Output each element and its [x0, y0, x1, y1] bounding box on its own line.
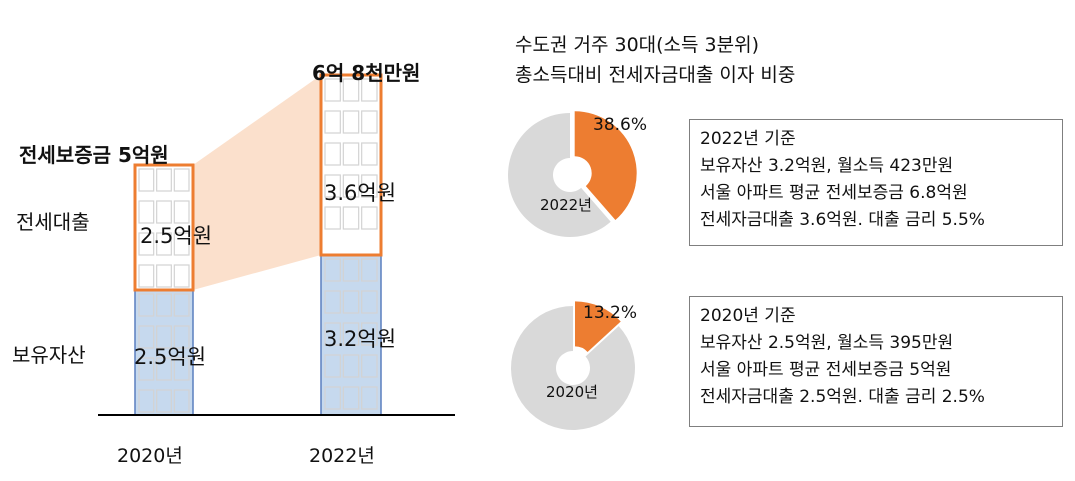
window-mark	[361, 110, 378, 134]
window-mark	[342, 174, 360, 198]
window-mark	[324, 354, 341, 378]
data-label-asset-2022: 3.2억원	[324, 327, 397, 351]
window-mark	[138, 200, 155, 224]
chart-title-line2: 총소득대비 전세자금대출 이자 비중	[515, 64, 796, 86]
window-mark	[138, 264, 155, 288]
info-line: 전세자금대출 2.5억원. 대출 금리 2.5%	[700, 387, 985, 407]
window-mark	[361, 290, 378, 314]
window-mark	[324, 386, 341, 410]
donut-value-label-2022: 38.6%	[593, 115, 648, 135]
window-mark	[138, 293, 155, 317]
window-mark	[173, 325, 190, 349]
window-mark	[342, 258, 360, 282]
window-mark	[361, 386, 378, 410]
window-mark	[173, 200, 190, 224]
info-line: 2022년 기준	[700, 129, 796, 149]
info-line: 2020년 기준	[700, 306, 796, 326]
window-mark	[342, 78, 360, 102]
window-mark	[156, 200, 172, 224]
window-mark	[324, 142, 341, 166]
window-mark	[156, 325, 172, 349]
window-mark	[361, 354, 378, 378]
window-mark	[138, 389, 155, 413]
info-line: 보유자산 2.5억원, 월소득 395만원	[700, 333, 954, 353]
total-label-2020: 전세보증금 5억원	[19, 143, 169, 167]
info-line: 보유자산 3.2억원, 월소득 423만원	[700, 156, 954, 176]
window-mark	[342, 290, 360, 314]
window-mark	[361, 174, 378, 198]
info-box-2022: 2022년 기준 보유자산 3.2억원, 월소득 423만원 서울 아파트 평균…	[689, 119, 1063, 246]
window-mark	[324, 206, 341, 230]
window-mark	[156, 389, 172, 413]
donut-rest-slice-2020년	[511, 306, 636, 430]
x-tick-2020: 2020년	[117, 445, 183, 467]
info-box-2020: 2020년 기준 보유자산 2.5억원, 월소득 395만원 서울 아파트 평균…	[689, 296, 1063, 427]
donut-highlight-slice-2020년	[575, 301, 621, 352]
chart-title-line1: 수도권 거주 30대(소득 3분위)	[515, 34, 760, 56]
window-mark	[138, 232, 155, 256]
info-line: 전세자금대출 3.6억원. 대출 금리 5.5%	[700, 210, 985, 230]
window-mark	[173, 389, 190, 413]
info-line: 서울 아파트 평균 전세보증금 5억원	[700, 360, 952, 380]
window-mark	[138, 168, 155, 192]
connector-funnel	[193, 75, 321, 290]
window-mark	[342, 206, 360, 230]
window-mark	[361, 142, 378, 166]
window-mark	[324, 322, 341, 346]
window-mark	[342, 142, 360, 166]
window-mark	[324, 78, 341, 102]
window-mark	[173, 357, 190, 381]
donut-year-label-2022: 2022년	[540, 196, 592, 214]
info-line: 서울 아파트 평균 전세보증금 6.8억원	[700, 183, 968, 203]
legend-label-loan: 전세대출	[16, 210, 90, 234]
window-mark	[173, 232, 190, 256]
total-label-2022: 6억 8천만원	[312, 61, 421, 85]
window-mark	[342, 110, 360, 134]
donut-rest-slice-2022년	[507, 113, 611, 237]
data-label-loan-2022: 3.6억원	[324, 181, 397, 205]
window-mark	[324, 290, 341, 314]
window-mark	[324, 110, 341, 134]
window-mark	[173, 168, 190, 192]
window-mark	[156, 357, 172, 381]
window-mark	[342, 354, 360, 378]
window-mark	[324, 258, 341, 282]
window-mark	[342, 322, 360, 346]
window-mark	[156, 264, 172, 288]
data-label-loan-2020: 2.5억원	[140, 224, 213, 248]
window-mark	[156, 293, 172, 317]
window-mark	[361, 322, 378, 346]
window-mark	[156, 232, 172, 256]
donut-highlight-slice-2022년	[574, 111, 637, 221]
window-mark	[361, 258, 378, 282]
data-label-asset-2020: 2.5억원	[134, 345, 207, 369]
window-mark	[173, 293, 190, 317]
window-mark	[324, 174, 341, 198]
window-mark	[173, 264, 190, 288]
bar-loan-2020년	[133, 163, 195, 292]
x-tick-2022: 2022년	[309, 445, 375, 467]
window-mark	[138, 357, 155, 381]
donut-value-label-2020: 13.2%	[583, 303, 638, 323]
window-mark	[156, 168, 172, 192]
donut-year-label-2020: 2020년	[546, 383, 598, 401]
window-mark	[361, 206, 378, 230]
window-mark	[138, 325, 155, 349]
legend-label-asset: 보유자산	[12, 343, 86, 367]
window-mark	[342, 386, 360, 410]
window-mark	[361, 78, 378, 102]
